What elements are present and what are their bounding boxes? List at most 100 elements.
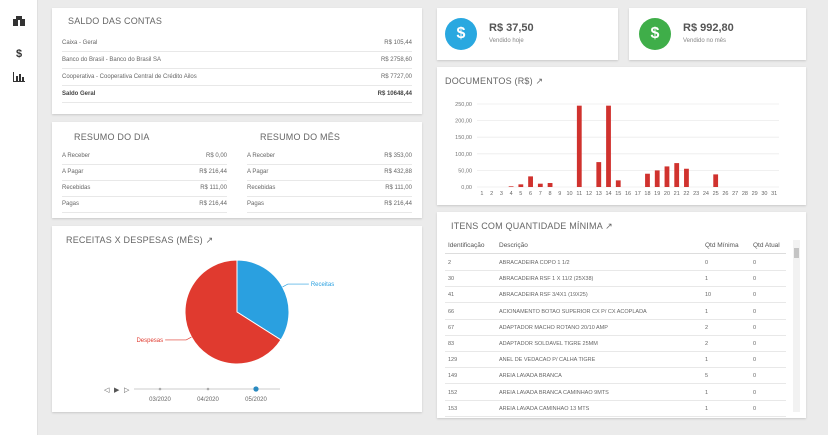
table-row[interactable]: 129 ANEL DE VEDACAO P/ CALHA TIGRE 1 0 <box>445 352 786 369</box>
bar-chart-icon[interactable] <box>10 72 28 88</box>
cell-desc: ABRACADEIRA RSF 1 X 11/2 (25X38) <box>499 276 594 283</box>
table-row[interactable]: 2 ABRACADEIRA COPO 1 1/2 0 0 <box>445 255 786 271</box>
cell-min: 1 <box>705 389 709 396</box>
itens-link-icon[interactable]: ↗ <box>605 221 613 231</box>
x-tick-label: 22 <box>683 191 689 197</box>
x-tick-label: 13 <box>596 191 602 197</box>
x-tick-label: 28 <box>742 191 748 197</box>
bar[interactable] <box>615 180 621 187</box>
prev-icon[interactable]: ◁ <box>104 387 110 394</box>
cell-id: 66 <box>448 308 455 315</box>
bar[interactable] <box>664 166 670 187</box>
receitas-card: RECEITAS X DESPESAS (MÊS) ↗ Receitas Desp… <box>52 226 422 412</box>
cell-id: 129 <box>448 357 458 364</box>
play-icon[interactable]: ▶ <box>114 387 120 394</box>
x-tick-label: 24 <box>703 191 709 197</box>
table-row[interactable]: 66 ACIONAMENTO BOTAO SUPERIOR CX P/ CX AC… <box>445 304 786 320</box>
timeline-point[interactable] <box>158 387 162 391</box>
documentos-link-icon[interactable]: ↗ <box>535 76 544 86</box>
table-row[interactable]: 30 ABRACADEIRA RSF 1 X 11/2 (25X38) 1 0 <box>445 271 786 288</box>
resumo-mes-row-value: R$ 111,00 <box>385 185 412 191</box>
cell-desc: ANEL DE VEDACAO P/ CALHA TIGRE <box>499 357 596 364</box>
stat-hoje-value: R$ 37,50 <box>489 22 534 34</box>
resumo-dia-title: RESUMO DO DIA <box>74 132 150 142</box>
bar[interactable] <box>537 183 543 187</box>
cell-id: 153 <box>448 405 458 412</box>
bar[interactable] <box>547 183 553 187</box>
bar[interactable] <box>576 105 582 187</box>
x-tick-label: 3 <box>500 191 503 197</box>
documentos-title-text: DOCUMENTOS (R$) <box>445 76 533 86</box>
table-row[interactable]: 153 AREIA LAVADA CAMINHAO 13 MTS 1 0 <box>445 401 786 417</box>
x-tick-label: 26 <box>722 191 728 197</box>
cell-atual: 0 <box>753 389 757 396</box>
bar[interactable] <box>674 163 680 187</box>
col-id-header[interactable]: Identificação <box>448 242 485 249</box>
x-tick-label: 20 <box>664 191 670 197</box>
table-row[interactable]: 41 ABRACADEIRA RSF 3/4X1 (19X25) 10 0 <box>445 287 786 304</box>
saldo-card: SALDO DAS CONTAS Caixa - Geral R$ 105,44 B… <box>52 8 422 114</box>
cell-desc: ACIONAMENTO BOTAO SUPERIOR CX P/ CX ACOP… <box>499 308 647 315</box>
resumo-mes-row-label: A Pagar <box>247 169 269 175</box>
cell-atual: 0 <box>753 341 757 347</box>
resumo-dia-row-label: Pagas <box>62 201 80 207</box>
timeline-point[interactable] <box>206 387 210 391</box>
documentos-card: DOCUMENTOS (R$) ↗ 0,00 50,00 100,00 150,00 2… <box>437 67 806 205</box>
saldo-total-row: Saldo Geral R$ 10648,44 <box>62 86 412 103</box>
bar[interactable] <box>654 170 660 187</box>
bar[interactable] <box>596 162 602 187</box>
x-tick-label: 9 <box>558 191 561 197</box>
table-row[interactable]: 83 ADAPTADOR SOLDAVEL TIGRE 25MM 2 0 <box>445 336 786 352</box>
timeline-point[interactable] <box>253 386 259 392</box>
resumo-card: RESUMO DO DIA RESUMO DO MÊS A Receber R$ … <box>52 122 422 218</box>
bar[interactable] <box>606 105 611 187</box>
resumo-dia-row: A Pagar R$ 216,44 <box>62 164 227 181</box>
y-tick-label: 0,00 <box>461 185 472 191</box>
table-row[interactable]: 152 AREIA LAVADA BRANCA CAMINHAO 9MTS 1 0 <box>445 385 786 401</box>
resumo-mes-row-value: R$ 432,88 <box>384 169 412 175</box>
table-row[interactable]: 149 AREIA LAVADA BRANCA 5 0 <box>445 368 786 385</box>
dollar-icon[interactable]: $ <box>15 48 23 60</box>
resumo-mes-row-value: R$ 216,44 <box>384 201 412 207</box>
resumo-mes-row: A Receber R$ 353,00 <box>247 148 412 165</box>
bar[interactable] <box>684 168 689 187</box>
bar[interactable] <box>528 176 533 187</box>
cell-min: 1 <box>705 357 709 364</box>
x-tick-label: 25 <box>713 191 719 197</box>
next-icon[interactable]: ▷ <box>124 387 130 394</box>
stat-mes-value: R$ 992,80 <box>683 22 734 34</box>
x-tick-label: 11 <box>576 191 582 197</box>
documentos-title: DOCUMENTOS (R$) ↗ <box>445 76 543 87</box>
scrollbar-thumb[interactable] <box>794 248 799 258</box>
x-tick-label: 12 <box>586 191 592 197</box>
col-atual-header[interactable]: Qtd Atual <box>753 242 780 249</box>
receitas-title-text: RECEITAS X DESPESAS (MÊS) <box>66 235 203 245</box>
x-tick-label: 14 <box>605 191 611 197</box>
resumo-mes-row-label: A Receber <box>247 153 276 159</box>
cell-id: 41 <box>448 292 455 299</box>
dashboard-icon[interactable] <box>10 16 28 32</box>
bar[interactable] <box>645 173 650 187</box>
timeline-label[interactable]: 03/2020 <box>149 397 171 403</box>
resumo-mes-row: Pagas R$ 216,44 <box>247 196 412 213</box>
stat-hoje-card: $ R$ 37,50 Vendido hoje <box>437 8 618 60</box>
cell-min: 1 <box>705 276 709 283</box>
receitas-link-icon[interactable]: ↗ <box>205 235 214 245</box>
col-min-header[interactable]: Qtd Mínima <box>705 242 739 249</box>
cell-atual: 0 <box>753 405 757 412</box>
timeline-label[interactable]: 04/2020 <box>197 397 219 403</box>
table-scrollbar[interactable] <box>793 240 800 412</box>
bar[interactable] <box>713 174 719 187</box>
bar[interactable] <box>518 184 524 187</box>
resumo-mes-row: A Pagar R$ 432,88 <box>247 164 412 181</box>
timeline-label[interactable]: 05/2020 <box>245 397 267 403</box>
saldo-title: SALDO DAS CONTAS <box>68 16 163 26</box>
receitas-title: RECEITAS X DESPESAS (MÊS) ↗ <box>66 235 213 246</box>
cell-min: 5 <box>705 373 709 380</box>
pie-label-line <box>282 283 309 288</box>
table-row[interactable]: 67 ADAPTADOR MACHO ROTANO 20/10 AMP 2 0 <box>445 320 786 336</box>
x-tick-label: 6 <box>529 191 532 197</box>
col-desc-header[interactable]: Descrição <box>499 242 528 249</box>
cell-desc: AREIA LAVADA BRANCA CAMINHAO 9MTS <box>499 389 609 396</box>
bar[interactable] <box>508 186 514 187</box>
